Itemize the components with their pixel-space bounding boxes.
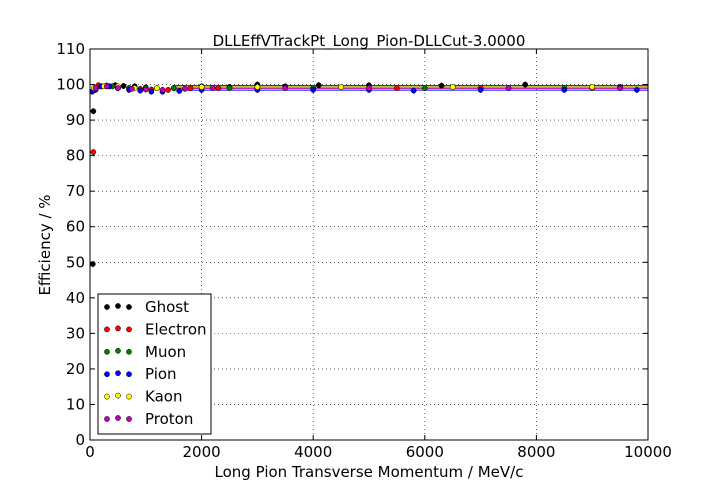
data-point	[254, 84, 261, 90]
legend-marker	[115, 347, 121, 354]
data-point	[633, 87, 640, 93]
data-point	[90, 108, 97, 115]
legend-marker	[115, 392, 121, 399]
data-point	[282, 85, 289, 91]
data-point	[170, 85, 177, 91]
data-point	[120, 83, 127, 89]
data-point	[176, 88, 183, 94]
y-tick-label: 100	[56, 76, 85, 94]
x-tick-label: 0	[85, 443, 95, 461]
legend-entry: Ghost	[145, 298, 189, 316]
y-tick-label: 10	[66, 395, 85, 413]
y-axis-label: Efficiency / %	[36, 194, 54, 295]
x-axis-label: Long Pion Transverse Momentum / MeV/c	[215, 463, 524, 481]
data-point	[187, 85, 194, 91]
y-tick-label: 30	[66, 324, 85, 342]
legend-marker	[104, 371, 110, 378]
data-point	[165, 87, 171, 93]
data-point	[477, 87, 484, 93]
legend-marker	[104, 304, 110, 310]
data-point	[505, 85, 512, 91]
y-tick-label: 70	[66, 182, 85, 200]
y-tick-label: 20	[66, 360, 85, 378]
data-point	[522, 81, 529, 88]
data-point	[561, 87, 568, 93]
x-tick-label: 10000	[624, 443, 672, 461]
y-tick-label: 110	[56, 40, 85, 58]
data-point	[198, 84, 205, 90]
data-point	[142, 86, 149, 93]
data-point	[315, 82, 322, 89]
data-point	[394, 85, 400, 91]
legend-marker	[126, 371, 132, 378]
y-tick-label: 60	[66, 218, 85, 236]
legend-marker	[115, 303, 121, 309]
data-point	[310, 87, 317, 93]
legend-marker	[126, 304, 132, 310]
legend-marker	[126, 348, 132, 355]
legend-marker	[126, 326, 132, 333]
legend-marker	[104, 393, 110, 400]
legend-entry: Electron	[145, 320, 207, 338]
data-point	[137, 87, 144, 94]
data-point	[215, 85, 222, 91]
data-point	[182, 85, 188, 92]
data-point	[421, 85, 428, 91]
legend-entry: Proton	[145, 410, 193, 428]
axis-ticks: 0 10 20 30 40 50 60 70 80 90 100 110 0 2000 4000 6000 80…	[56, 40, 672, 461]
x-tick-label: 8000	[517, 443, 555, 461]
data-point	[226, 85, 233, 91]
x-tick-label: 6000	[406, 443, 444, 461]
legend-marker	[115, 415, 121, 421]
x-tick-label: 2000	[183, 443, 221, 461]
data-point	[366, 85, 372, 91]
data-point	[92, 85, 99, 91]
data-points	[89, 81, 640, 268]
data-point	[449, 84, 456, 90]
legend: Ghost Electron Muon Pion Kaon Proton	[97, 293, 212, 435]
legend-entry: Pion	[145, 365, 177, 383]
legend-entry: Muon	[145, 343, 186, 361]
data-point	[438, 82, 445, 89]
y-tick-label: 90	[66, 111, 85, 129]
y-tick-label: 40	[66, 289, 85, 307]
chart-title: DLLEffVTrackPt_Long_Pion-DLLCut-3.0000	[213, 32, 526, 51]
legend-marker	[104, 326, 110, 333]
legend-marker	[126, 416, 132, 422]
plot-area-frame	[89, 48, 649, 441]
legend-marker	[104, 348, 110, 355]
legend-marker	[104, 416, 110, 422]
data-point	[589, 84, 596, 90]
legend-marker	[115, 325, 121, 332]
data-point	[115, 85, 121, 91]
data-point	[129, 85, 135, 92]
data-point	[209, 85, 216, 91]
legend-marker	[115, 370, 121, 377]
data-point	[154, 85, 160, 91]
legend-box	[97, 293, 212, 435]
y-tick-label: 0	[75, 431, 85, 449]
y-tick-label: 80	[66, 147, 85, 165]
data-point	[159, 87, 166, 93]
data-point	[90, 149, 97, 155]
data-point	[338, 84, 344, 90]
data-point	[410, 87, 417, 94]
data-point	[617, 85, 623, 91]
x-tick-label: 4000	[294, 443, 332, 461]
legend-marker	[126, 393, 132, 400]
data-point	[103, 83, 110, 90]
data-point	[148, 88, 155, 95]
y-tick-label: 50	[66, 253, 85, 271]
legend-entry: Kaon	[145, 388, 182, 406]
